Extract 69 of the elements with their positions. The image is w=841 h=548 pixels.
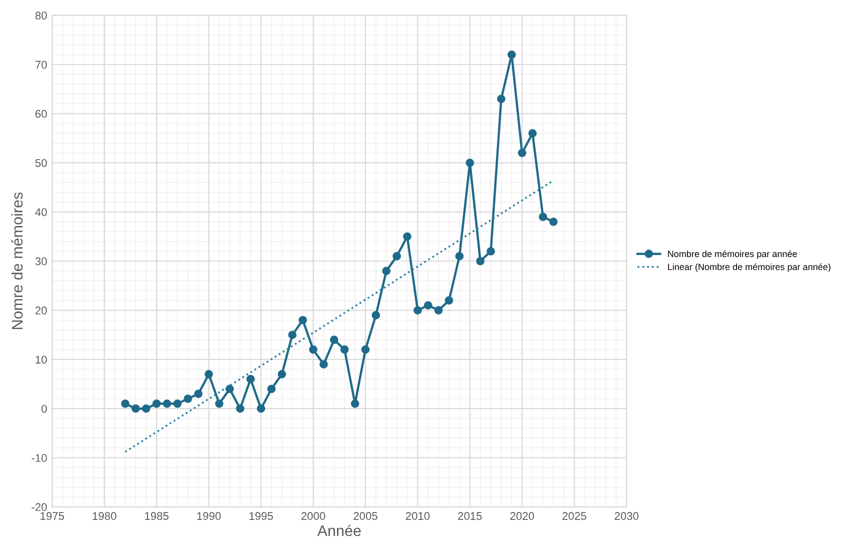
point xyxy=(162,400,172,408)
point xyxy=(121,400,130,408)
point xyxy=(184,394,192,403)
point xyxy=(288,330,297,340)
point xyxy=(215,400,224,408)
point xyxy=(236,404,244,413)
y-axis-title: Nomre de mémoires xyxy=(11,192,23,330)
x-tick-label: 2030 xyxy=(614,512,638,520)
point xyxy=(497,94,506,104)
y-tick-label: 10 xyxy=(36,356,47,364)
point xyxy=(414,306,422,314)
point xyxy=(309,345,318,354)
point xyxy=(466,158,474,167)
x-tick-label: 2005 xyxy=(354,512,378,520)
y-tick-label: 80 xyxy=(35,12,47,20)
x-tick-label: 1995 xyxy=(250,512,273,520)
point xyxy=(132,404,140,413)
point xyxy=(476,256,484,266)
point xyxy=(403,232,412,241)
point xyxy=(372,311,380,320)
y-tick-label: 30 xyxy=(35,257,47,266)
point xyxy=(267,384,276,394)
x-tick-label: 2015 xyxy=(458,512,482,520)
point xyxy=(444,296,454,305)
point xyxy=(330,336,338,344)
point xyxy=(142,404,150,413)
point xyxy=(361,345,370,354)
point xyxy=(298,316,307,324)
y-tick-label: 20 xyxy=(35,306,47,314)
y-tick-label: 40 xyxy=(35,208,47,216)
point xyxy=(424,301,432,310)
y-tick-label: 50 xyxy=(35,159,47,167)
point xyxy=(194,390,203,398)
x-tick-label: 2020 xyxy=(510,512,534,520)
x-tick-label: 2025 xyxy=(562,512,586,520)
point xyxy=(434,306,443,314)
point xyxy=(256,404,266,413)
point xyxy=(528,129,537,138)
point xyxy=(152,400,161,408)
point xyxy=(278,370,286,378)
point xyxy=(226,384,234,394)
x-tick-label: 1975 xyxy=(40,512,64,520)
point xyxy=(382,266,391,276)
x-tick-label: 2000 xyxy=(301,512,326,520)
point xyxy=(549,218,558,226)
point xyxy=(518,148,526,158)
x-tick-label: 1985 xyxy=(145,512,168,520)
legend-label: Nombre de mémoires par année xyxy=(668,250,797,259)
point xyxy=(486,247,495,256)
point xyxy=(507,50,516,59)
point xyxy=(204,370,213,378)
point xyxy=(392,252,401,260)
y-tick-label: 0 xyxy=(42,404,47,413)
x-axis-title: Année xyxy=(317,524,361,536)
point xyxy=(320,360,328,369)
x-tick-label: 1980 xyxy=(92,512,116,520)
y-tick-label: 70 xyxy=(35,60,47,69)
point xyxy=(340,345,349,354)
point xyxy=(246,374,255,384)
point xyxy=(350,400,360,408)
x-tick-label: 1990 xyxy=(197,512,221,520)
y-tick-label: -20 xyxy=(32,503,47,512)
x-tick-label: 2010 xyxy=(406,512,430,520)
y-tick-label: -10 xyxy=(32,454,47,462)
point xyxy=(538,212,548,222)
legend-label: Linear (Nombre de mémoires par année) xyxy=(668,263,830,272)
point xyxy=(173,400,182,408)
point xyxy=(455,252,464,260)
y-tick-label: 60 xyxy=(35,110,47,118)
